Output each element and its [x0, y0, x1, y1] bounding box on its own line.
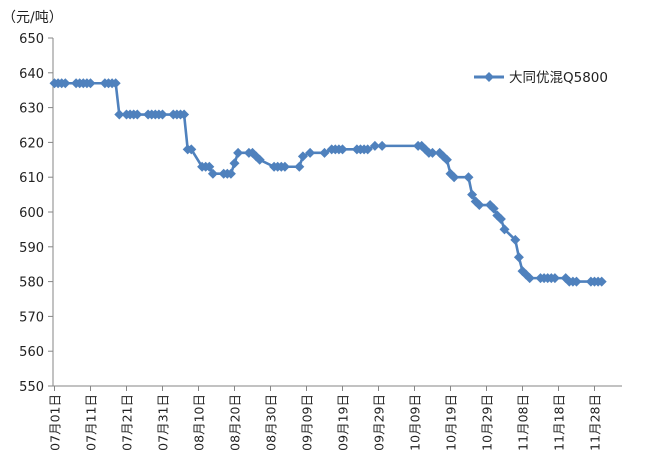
data-point-marker — [279, 161, 290, 172]
y-tick-label: 630 — [19, 102, 44, 117]
data-point-marker — [524, 273, 535, 284]
data-point-marker — [85, 78, 96, 89]
x-tick-label: 11月18日 — [552, 394, 567, 451]
axes — [52, 38, 622, 387]
x-tick-label: 11月08日 — [516, 394, 531, 451]
x-tick-label: 10月29日 — [480, 394, 495, 451]
x-tick-label: 09月19日 — [336, 394, 351, 451]
x-tick-label: 07月31日 — [156, 394, 171, 451]
data-point-marker — [571, 276, 582, 287]
data-point-marker — [254, 154, 265, 165]
legend: 大同优混Q5800 — [474, 70, 608, 86]
data-point-marker — [377, 140, 388, 151]
x-tick-label: 07月01日 — [48, 394, 63, 451]
data-point-marker — [495, 213, 506, 224]
legend-series-name: 大同优混Q5800 — [509, 70, 608, 86]
data-point-marker — [441, 154, 452, 165]
data-point-marker — [157, 109, 168, 120]
x-tick-label: 08月30日 — [264, 394, 279, 451]
data-point-marker — [204, 161, 215, 172]
x-axis-ticks: 07月01日 07月11日 07月21日 07月31日 08月10日 08月20日 08月3… — [48, 386, 603, 451]
data-point-marker — [229, 158, 240, 169]
x-tick-label: 08月20日 — [228, 394, 243, 451]
data-point-marker — [596, 276, 607, 287]
legend-diamond-marker — [484, 72, 494, 82]
data-point-marker — [207, 168, 218, 179]
y-tick-label: 650 — [19, 32, 44, 47]
data-point-marker — [179, 109, 190, 120]
data-point-marker — [60, 78, 71, 89]
x-tick-label: 10月09日 — [408, 394, 423, 451]
data-point-marker — [305, 147, 316, 158]
data-point-marker — [369, 140, 380, 151]
data-point-marker — [110, 78, 121, 89]
data-point-marker — [549, 273, 560, 284]
y-tick-label: 570 — [19, 310, 44, 325]
y-tick-label: 550 — [19, 380, 44, 395]
data-point-marker — [488, 203, 499, 214]
y-tick-label: 640 — [19, 67, 44, 82]
y-tick-label: 610 — [19, 171, 44, 186]
series-layer — [49, 78, 607, 287]
data-point-marker — [449, 172, 460, 183]
data-point-marker — [225, 168, 236, 179]
data-point-marker — [467, 189, 478, 200]
data-point-marker — [297, 151, 308, 162]
x-tick-label: 08月10日 — [192, 394, 207, 451]
data-point-marker — [510, 234, 521, 245]
data-point-marker — [362, 144, 373, 155]
data-point-marker — [474, 200, 485, 211]
data-point-marker — [337, 144, 348, 155]
y-tick-label: 620 — [19, 136, 44, 151]
y-tick-label: 580 — [19, 276, 44, 291]
x-tick-label: 09月09日 — [300, 394, 315, 451]
x-tick-label: 10月19日 — [444, 394, 459, 451]
x-tick-label: 07月21日 — [120, 394, 135, 451]
data-point-marker — [294, 161, 305, 172]
data-point-marker — [499, 224, 510, 235]
y-axis-ticks: 550 560 570 580 590 600 610 620 630 640 650 — [19, 32, 53, 395]
data-point-marker — [463, 172, 474, 183]
x-tick-label: 09月29日 — [372, 394, 387, 451]
data-point-marker — [114, 109, 125, 120]
y-tick-label: 600 — [19, 206, 44, 221]
y-axis-unit-label: （元/吨） — [2, 10, 63, 26]
data-point-marker — [132, 109, 143, 120]
data-point-marker — [319, 147, 330, 158]
y-tick-label: 560 — [19, 345, 44, 360]
data-point-marker — [186, 144, 197, 155]
data-point-marker — [427, 147, 438, 158]
x-tick-label: 11月28日 — [588, 394, 603, 451]
data-point-marker — [233, 147, 244, 158]
data-point-marker — [513, 252, 524, 263]
y-tick-label: 590 — [19, 241, 44, 256]
x-tick-label: 07月11日 — [84, 394, 99, 451]
